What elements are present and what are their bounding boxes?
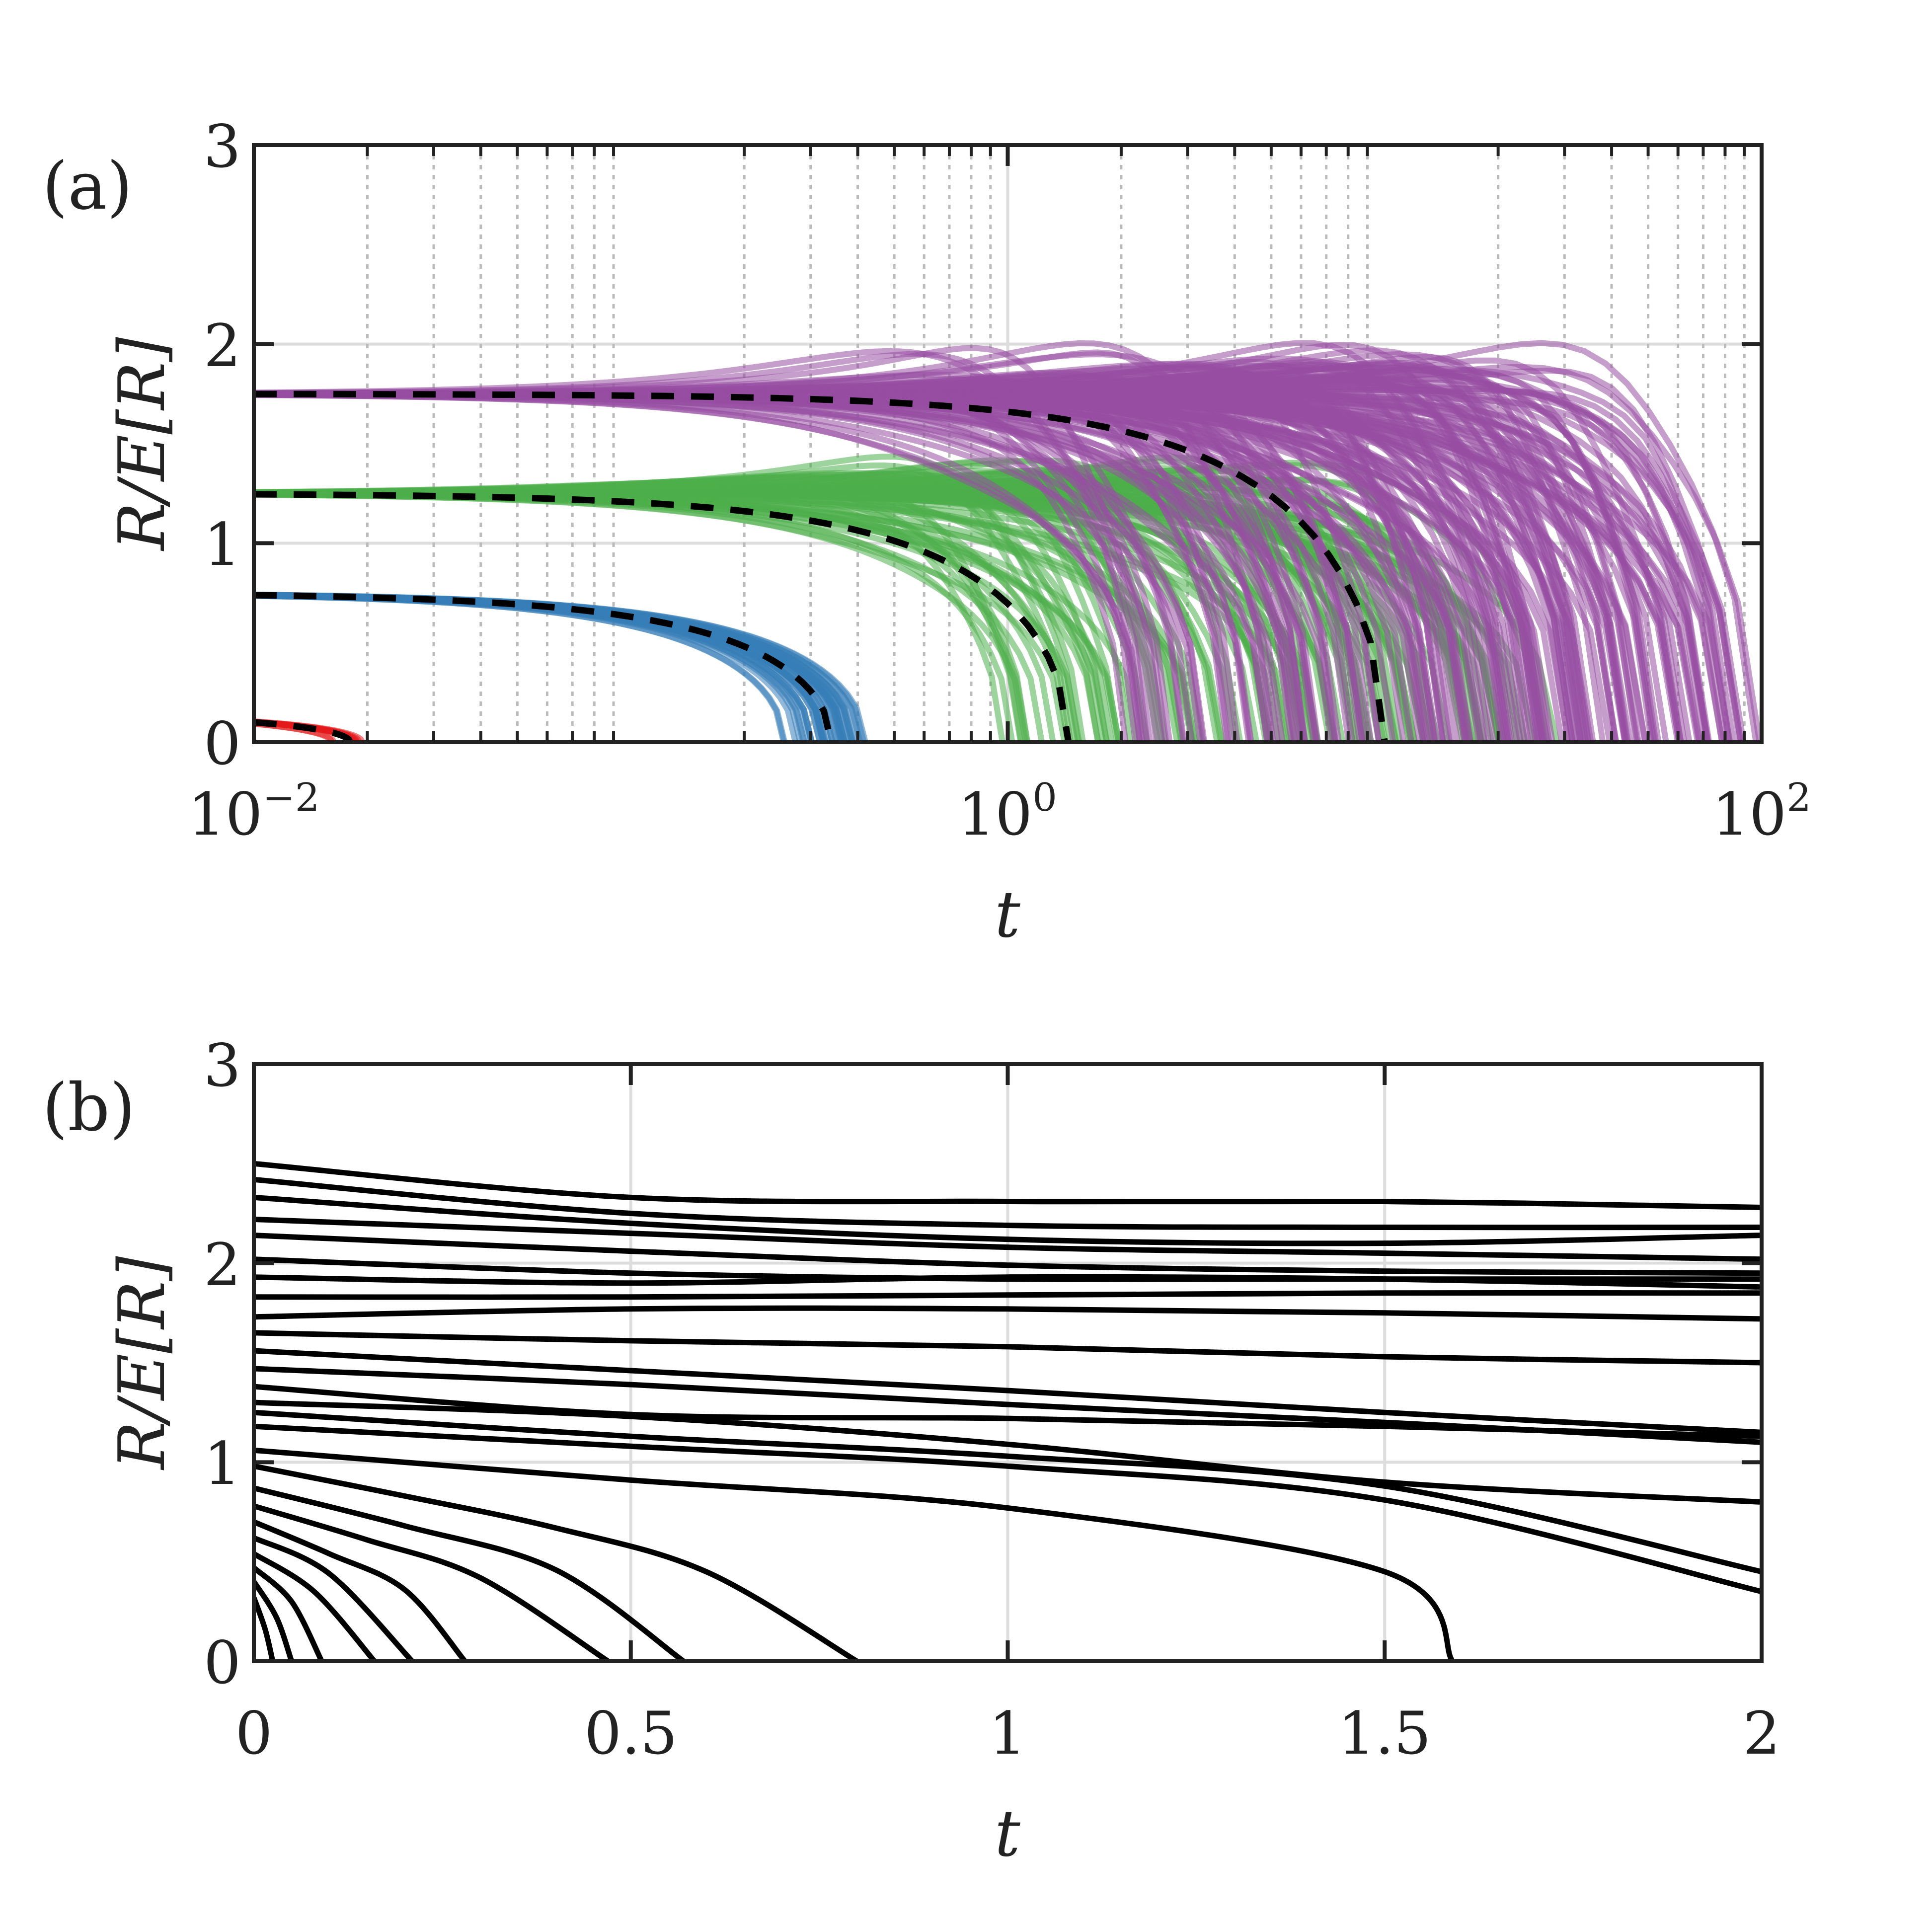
panel-a: (a) 0 1 2 3 10−2 100 102 t R/E[R]	[42, 112, 1811, 952]
panel-b-path-19	[254, 1485, 686, 1661]
panel-a-ytick-3: 3	[204, 112, 241, 181]
panel-b-ytick-2: 2	[204, 1231, 241, 1299]
panel-a-sample-path-blue	[254, 592, 803, 742]
panel-a-sample-path-blue	[254, 592, 806, 742]
panel-b-path-15	[254, 1409, 1762, 1575]
panel-b-path-4	[254, 1217, 1762, 1262]
panel-b-path-24	[254, 1565, 324, 1661]
panel-b-path-13	[254, 1384, 1762, 1439]
panel-b-label: (b)	[42, 1070, 136, 1146]
panel-b-xtick-2: 1	[989, 1699, 1026, 1768]
panel-b: (b) 0 1 2 3 0 0.5 1 1.5 2 t R/E[R]	[42, 1031, 1780, 1871]
panel-b-path-23	[254, 1551, 377, 1661]
panel-a-sample-path-blue	[254, 593, 787, 742]
panel-b-path-14	[254, 1399, 1762, 1505]
panel-b-path-21	[254, 1519, 467, 1661]
panel-b-curves	[254, 1160, 1762, 1661]
panel-a-mean-curves	[254, 390, 1388, 742]
panel-b-xtick-0: 0	[235, 1699, 272, 1768]
panel-b-ylabel: R/E[R]	[105, 1255, 179, 1470]
panel-a-sample-path-blue	[254, 592, 812, 742]
panel-b-path-22	[254, 1535, 414, 1661]
panel-a-sample-path-green	[254, 471, 1161, 742]
panel-b-path-25	[254, 1580, 295, 1661]
panel-b-path-26	[254, 1596, 276, 1661]
panel-a-sample-path-blue	[254, 593, 788, 742]
panel-a-mean-curve-2	[254, 491, 1072, 742]
panel-b-ytick-3: 3	[204, 1031, 241, 1100]
panel-b-xlabel: t	[995, 1797, 1020, 1871]
panel-a-sample-path-blue	[254, 592, 815, 742]
panel-b-path-1	[254, 1160, 1762, 1210]
panel-b-path-9	[254, 1305, 1762, 1322]
panel-a-xtick-2: 102	[1712, 775, 1811, 849]
panel-b-path-7	[254, 1274, 1762, 1290]
panel-a-ytick-0: 0	[204, 709, 241, 778]
panel-a-frame	[252, 143, 1764, 744]
panel-b-frame	[252, 1062, 1764, 1663]
panel-a-sample-path-blue	[254, 592, 815, 742]
panel-b-path-20	[254, 1503, 610, 1661]
panel-b-path-8	[254, 1290, 1762, 1300]
panel-b-ytick-0: 0	[204, 1628, 241, 1697]
panel-a-mean-curve-3	[254, 390, 1388, 742]
panel-b-path-17	[254, 1447, 1455, 1661]
panel-b-path-10	[254, 1330, 1762, 1366]
panel-a-ytick-2: 2	[204, 311, 241, 380]
panel-a-sample-path-blue	[254, 593, 799, 742]
panel-a-ylabel: R/E[R]	[105, 336, 179, 551]
panel-a-xlabel: t	[995, 878, 1020, 952]
panel-b-xtick-3: 1.5	[1338, 1699, 1431, 1768]
panel-a-xtick-1: 100	[958, 775, 1057, 849]
panel-b-path-2	[254, 1176, 1762, 1231]
panel-a-sample-path-blue	[254, 592, 808, 742]
panel-b-path-16	[254, 1423, 1762, 1595]
panel-b-path-3	[254, 1194, 1762, 1246]
panel-b-xtick-4: 2	[1743, 1699, 1780, 1768]
panel-b-xtick-1: 0.5	[584, 1699, 678, 1768]
panel-b-path-11	[254, 1348, 1762, 1435]
panel-b-path-5	[254, 1233, 1762, 1276]
panel-a-mean-curve-0	[254, 719, 353, 742]
panel-a-sample-path-blue	[254, 592, 815, 742]
panel-a-mean-curve-1	[254, 592, 835, 742]
panel-a-ytick-1: 1	[204, 510, 241, 579]
panel-a-xtick-0: 10−2	[188, 775, 319, 849]
panel-b-ytick-1: 1	[204, 1429, 241, 1498]
panel-b-path-18	[254, 1463, 858, 1661]
panel-a-label: (a)	[42, 148, 133, 225]
